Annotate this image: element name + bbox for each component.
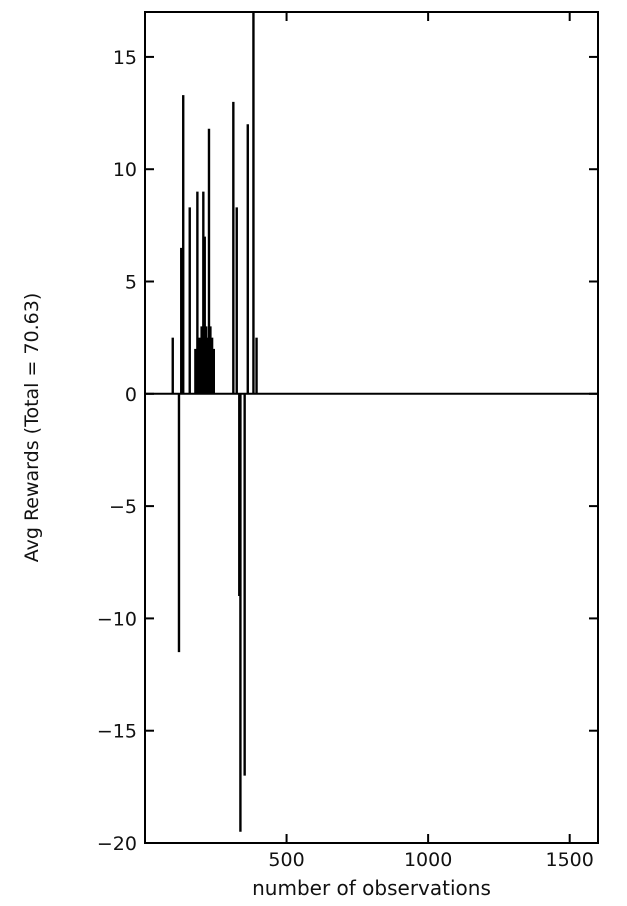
tick-label-group: 15 10 5 0 −5 −10 −15 −20 500 1000 1500 xyxy=(97,47,594,871)
y-tick-label: 15 xyxy=(113,47,137,69)
y-tick-label: 5 xyxy=(125,272,137,294)
x-tick-label: 1000 xyxy=(404,849,452,871)
y-tick-label: −15 xyxy=(97,721,137,743)
bar-group xyxy=(171,12,258,832)
plot-frame xyxy=(144,11,599,844)
y-tick-label: 10 xyxy=(113,159,137,181)
tick-group xyxy=(145,12,598,844)
y-tick-label: −10 xyxy=(97,608,137,630)
y-tick-label: 0 xyxy=(125,384,137,406)
y-tick-label: −5 xyxy=(109,496,137,518)
x-axis-title: number of observations xyxy=(252,876,491,900)
x-tick-label: 1500 xyxy=(546,849,594,871)
y-axis-title: Avg Rewards (Total = 70.63) xyxy=(21,293,43,563)
y-tick-label: −20 xyxy=(97,833,137,855)
x-tick-label: 500 xyxy=(268,849,304,871)
